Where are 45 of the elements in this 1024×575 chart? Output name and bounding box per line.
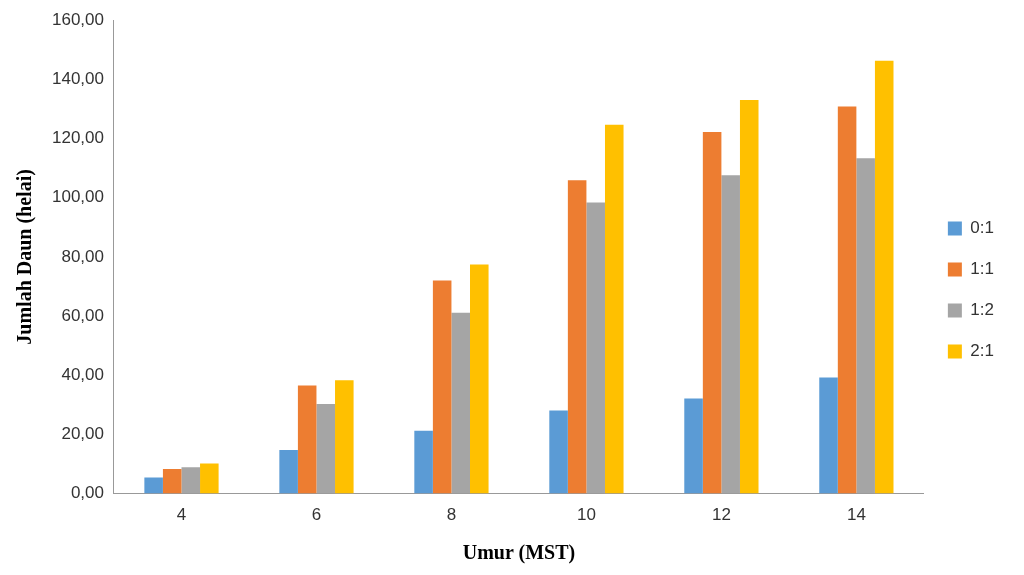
bar [144, 477, 163, 494]
y-tick-label: 80,00 [61, 246, 104, 266]
x-tick-label: 10 [576, 505, 596, 525]
x-tick-label: 4 [176, 505, 187, 525]
bar [414, 430, 433, 494]
bar [200, 463, 219, 494]
bar [335, 380, 354, 494]
y-tick-label: 100,00 [52, 187, 104, 207]
legend-label: 1:1 [970, 259, 995, 279]
bar [856, 158, 875, 494]
bar [279, 450, 298, 494]
y-axis-title: Jumlah Daun (helai) [13, 169, 37, 345]
bar [181, 467, 201, 494]
y-tick-label: 40,00 [61, 364, 104, 384]
bar [874, 60, 894, 494]
bar [470, 264, 489, 494]
bar [586, 202, 605, 494]
y-tick-label: 160,00 [52, 9, 104, 29]
y-tick-label: 0,00 [70, 483, 104, 503]
bar [432, 280, 452, 494]
y-tick-label: 60,00 [61, 305, 104, 325]
bar [721, 175, 740, 494]
x-axis-title: Umur (MST) [462, 541, 576, 565]
bar [451, 312, 470, 494]
bar [819, 377, 838, 494]
bar [297, 385, 317, 494]
legend-label: 1:2 [970, 300, 995, 320]
bar [549, 410, 568, 494]
x-tick-label: 12 [711, 505, 731, 525]
bar [162, 469, 182, 494]
x-tick-label: 8 [446, 505, 457, 525]
bar [684, 398, 703, 494]
x-tick-label: 6 [311, 505, 322, 525]
legend-label: 0:1 [970, 218, 995, 238]
y-tick-label: 140,00 [52, 69, 104, 89]
bar [604, 124, 624, 494]
legend-label: 2:1 [970, 341, 995, 361]
bar [837, 106, 857, 494]
bar [702, 132, 722, 494]
bar [316, 403, 336, 494]
x-tick-label: 14 [846, 505, 866, 525]
bar [739, 100, 759, 494]
bar [567, 180, 587, 494]
y-tick-label: 120,00 [52, 128, 104, 148]
y-tick-label: 20,00 [61, 424, 104, 444]
